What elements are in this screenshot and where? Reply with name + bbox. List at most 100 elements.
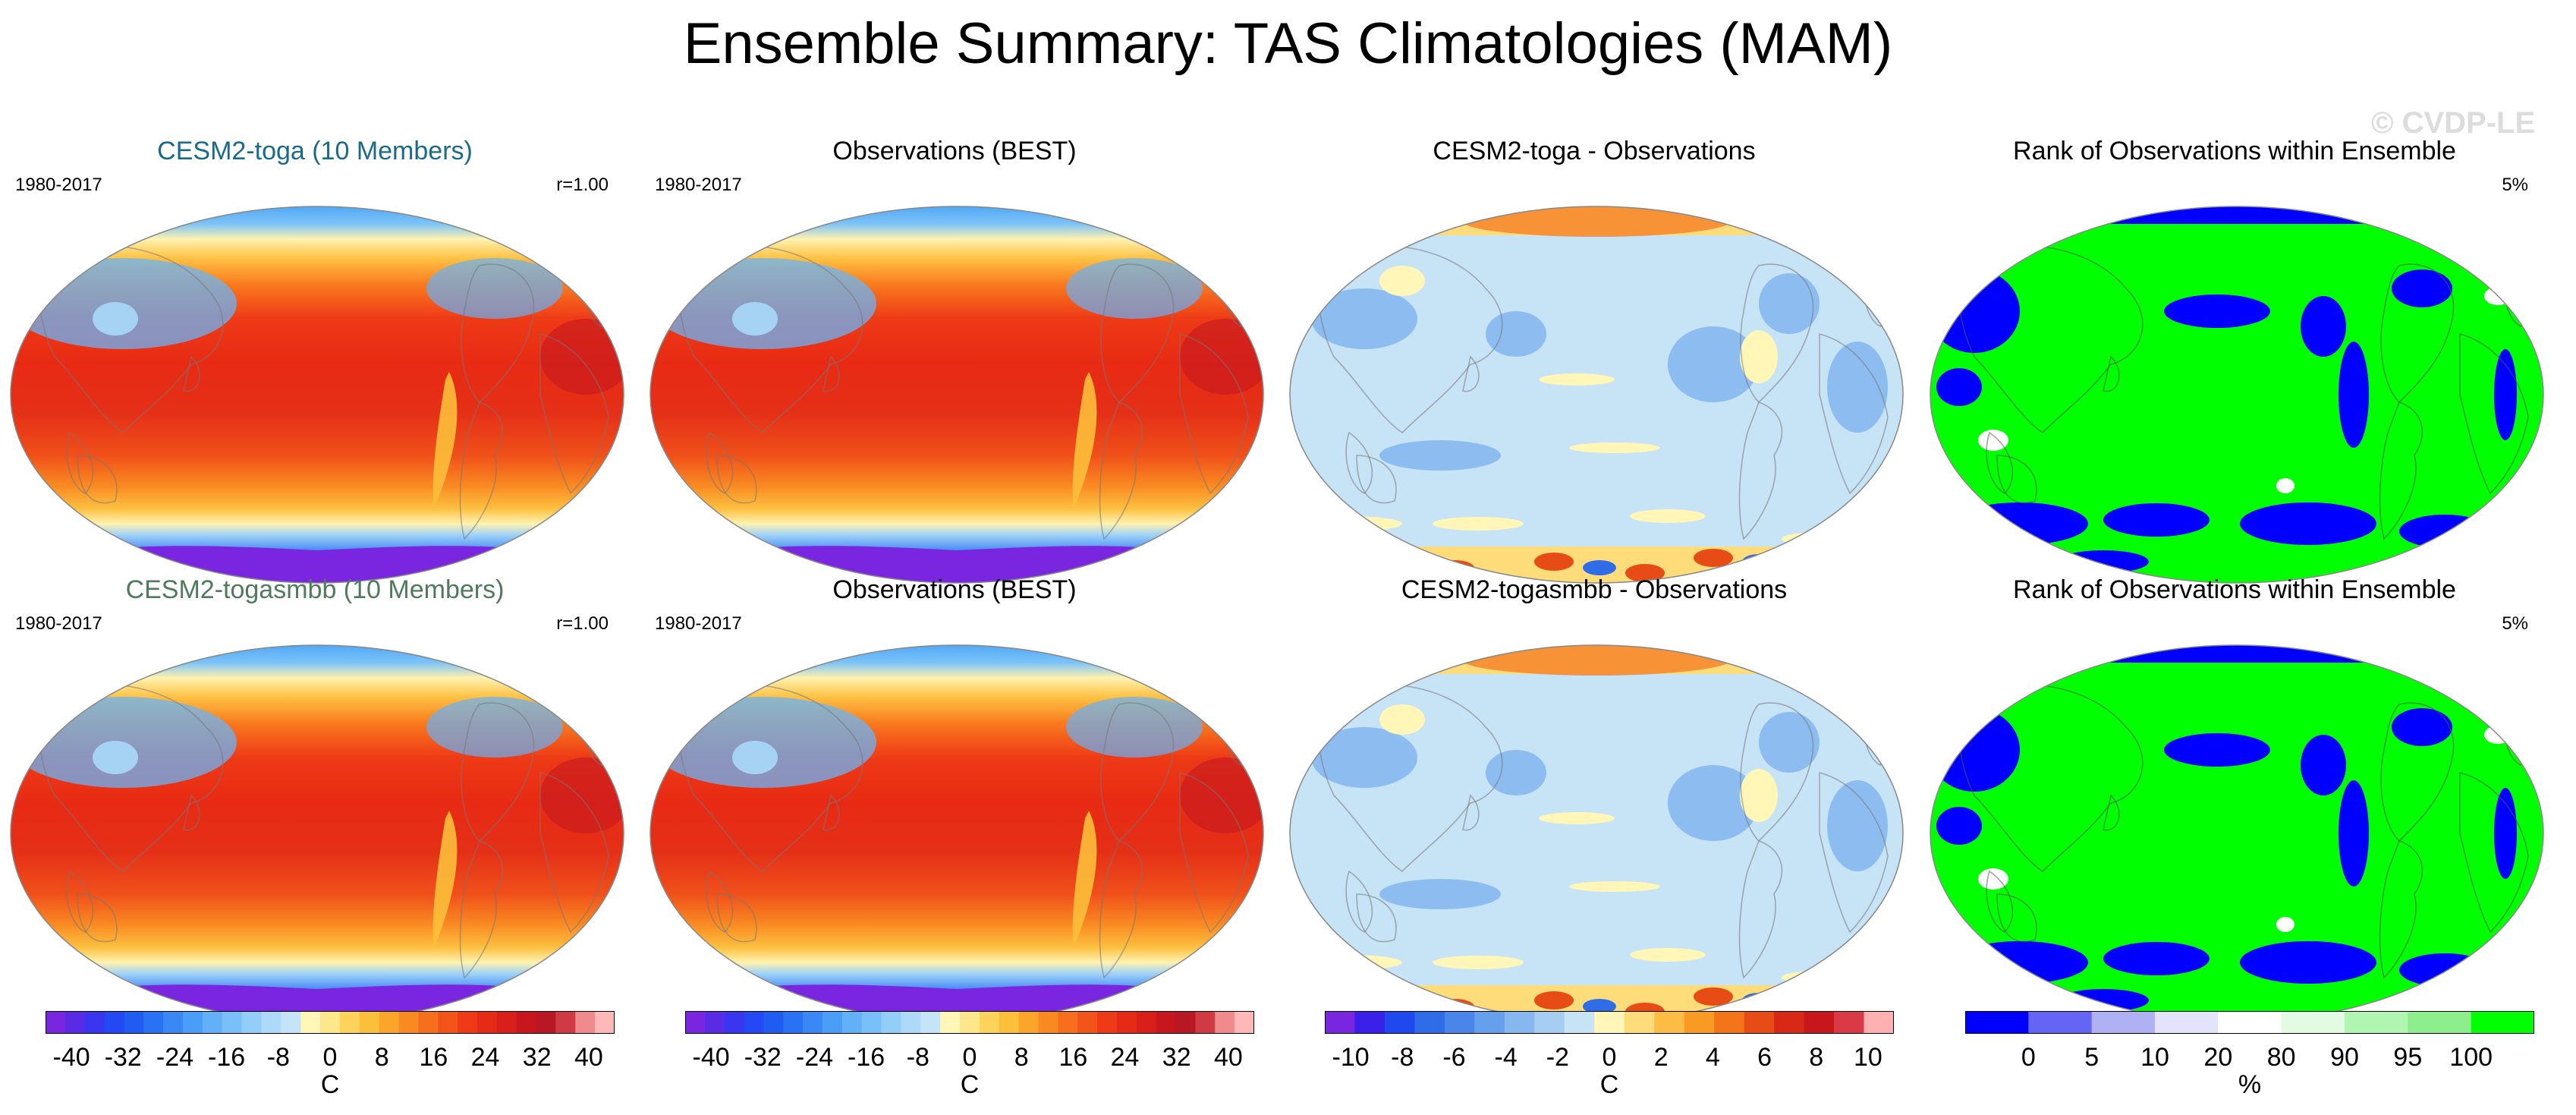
temperature-colorbar-1: -40 -32 -24 -16 -8 0 8 16 24 32 40 C bbox=[46, 1011, 615, 1099]
panel-period: 1980-2017 bbox=[15, 175, 102, 195]
colorbar-tick-label: -40 bbox=[52, 1043, 90, 1072]
colorbar-swatch bbox=[803, 1011, 823, 1034]
colorbar-swatch bbox=[2155, 1011, 2219, 1034]
colorbar-swatch bbox=[1354, 1011, 1386, 1034]
colorbar-tick-label: -16 bbox=[848, 1043, 885, 1072]
colorbar-unit: C bbox=[960, 1070, 980, 1099]
colorbar-swatch bbox=[2408, 1011, 2472, 1034]
difference-map bbox=[1289, 644, 1904, 1022]
colorbar-tick-label: 0 bbox=[322, 1043, 338, 1072]
colorbar-swatch bbox=[1038, 1011, 1058, 1034]
colorbar-swatch bbox=[555, 1011, 576, 1034]
colorbar-swatch bbox=[438, 1011, 458, 1034]
panel-4: Rank of Observations within Ensemble 5% bbox=[1920, 121, 2549, 584]
temperature-colorbar-1-swatches bbox=[46, 1011, 615, 1034]
colorbar-tick-label: 16 bbox=[419, 1043, 448, 1072]
colorbar-tick-label: 5 bbox=[2084, 1043, 2099, 1072]
colorbar-swatch bbox=[222, 1011, 243, 1034]
colorbar-swatch bbox=[1654, 1011, 1685, 1034]
colorbar-swatch bbox=[379, 1011, 400, 1034]
colorbar-swatch bbox=[1018, 1011, 1040, 1034]
colorbar-swatch bbox=[1594, 1011, 1625, 1034]
colorbar-swatch bbox=[163, 1011, 184, 1034]
colorbar-tick-label: 0 bbox=[1602, 1043, 1617, 1072]
panel-title: Observations (BEST) bbox=[832, 137, 1077, 165]
colorbar-unit: C bbox=[1599, 1070, 1619, 1099]
colorbar-swatch bbox=[2218, 1011, 2282, 1034]
colorbar-tick-label: 8 bbox=[374, 1043, 389, 1072]
colorbar-swatch bbox=[536, 1011, 556, 1034]
rank-colorbar: 0 5 10 20 80 90 95 100% bbox=[1965, 1011, 2534, 1099]
colorbar-tick-label: 10 bbox=[2140, 1043, 2169, 1072]
colorbar-swatch bbox=[477, 1011, 498, 1034]
colorbar-swatch bbox=[1714, 1011, 1745, 1034]
panel-title: CESM2-togasmbb - Observations bbox=[1401, 575, 1788, 604]
colorbar-tick-label: 16 bbox=[1058, 1043, 1088, 1072]
colorbar-swatch bbox=[2345, 1011, 2408, 1034]
panel-title: Observations (BEST) bbox=[832, 575, 1077, 604]
colorbar-tick-label: 6 bbox=[1757, 1043, 1772, 1072]
colorbar-tick-label: 100 bbox=[2449, 1043, 2493, 1072]
rank-map bbox=[1930, 206, 2544, 584]
colorbar-swatch bbox=[1444, 1011, 1475, 1034]
colorbar-tick-label: 0 bbox=[2021, 1043, 2036, 1072]
colorbar-swatch bbox=[1414, 1011, 1445, 1034]
colorbar-tick-label: -6 bbox=[1442, 1043, 1466, 1072]
colorbar-tick-label: 0 bbox=[962, 1043, 977, 1072]
colorbar-swatch bbox=[1504, 1011, 1535, 1034]
colorbar-swatch bbox=[261, 1011, 282, 1034]
colorbar-swatch bbox=[1156, 1011, 1177, 1034]
colorbar-swatch bbox=[999, 1011, 1020, 1034]
colorbar-swatch bbox=[1965, 1011, 2029, 1034]
colorbar-tick-label: -10 bbox=[1332, 1043, 1370, 1072]
panel-2: Observations (BEST) 1980-2017 bbox=[640, 121, 1269, 584]
panel-period: 1980-2017 bbox=[15, 613, 102, 634]
colorbar-swatch bbox=[1175, 1011, 1196, 1034]
colorbar-swatch bbox=[143, 1011, 164, 1034]
panel-5: CESM2-togasmbb (10 Members) 1980-2017 r=1.… bbox=[0, 560, 630, 1023]
colorbar-unit: C bbox=[320, 1070, 340, 1099]
colorbar-swatch bbox=[2091, 1011, 2156, 1034]
colorbar-swatch bbox=[1744, 1011, 1775, 1034]
colorbar-swatch bbox=[124, 1011, 144, 1034]
colorbar-unit: % bbox=[2238, 1070, 2262, 1099]
colorbar-tick-label: 10 bbox=[1853, 1043, 1882, 1072]
difference-colorbar-swatches bbox=[1325, 1011, 1894, 1034]
temperature-map bbox=[650, 644, 1264, 1022]
difference-colorbar: -10 -8 -6 -4 -2 0 2 4 6 8 10 C bbox=[1325, 1011, 1894, 1099]
colorbar-swatch bbox=[281, 1011, 301, 1034]
colorbar-tick-label: -8 bbox=[906, 1043, 929, 1072]
colorbar-swatch bbox=[516, 1011, 537, 1034]
colorbar-swatch bbox=[704, 1011, 725, 1034]
difference-map bbox=[1289, 206, 1904, 584]
colorbar-swatch bbox=[595, 1011, 615, 1034]
panel-corner-label: r=1.00 bbox=[556, 613, 609, 634]
colorbar-swatch bbox=[1474, 1011, 1505, 1034]
colorbar-tick-label: -32 bbox=[104, 1043, 142, 1072]
panel-corner-label: r=1.00 bbox=[556, 175, 609, 195]
panel-1: CESM2-toga (10 Members) 1980-2017 r=1.00 bbox=[0, 121, 630, 584]
colorbar-swatch bbox=[300, 1011, 321, 1034]
colorbar-tick-label: -8 bbox=[1391, 1043, 1414, 1072]
colorbar-swatch bbox=[1136, 1011, 1157, 1034]
colorbar-swatch bbox=[744, 1011, 764, 1034]
colorbar-swatch bbox=[1077, 1011, 1098, 1034]
colorbar-swatch bbox=[1195, 1011, 1216, 1034]
colorbar-swatch bbox=[920, 1011, 941, 1034]
colorbar-swatch bbox=[1534, 1011, 1565, 1034]
temperature-map bbox=[10, 644, 624, 1022]
temperature-colorbar-2: -40 -32 -24 -16 -8 0 8 16 24 32 40 C bbox=[685, 1011, 1254, 1099]
colorbar-tick-label: -24 bbox=[795, 1043, 834, 1072]
colorbar-swatch bbox=[183, 1011, 203, 1034]
colorbar-swatch bbox=[1215, 1011, 1235, 1034]
rank-colorbar-swatches bbox=[1965, 1011, 2534, 1034]
colorbar-swatch bbox=[398, 1011, 419, 1034]
temperature-map bbox=[10, 206, 624, 584]
colorbar-swatch bbox=[2471, 1011, 2534, 1034]
panel-corner-label: 5% bbox=[2502, 613, 2528, 634]
colorbar-swatch bbox=[979, 1011, 1000, 1034]
colorbar-tick-label: 20 bbox=[2203, 1043, 2233, 1072]
colorbar-swatch bbox=[763, 1011, 784, 1034]
colorbar-tick-label: 32 bbox=[522, 1043, 552, 1072]
colorbar-swatch bbox=[418, 1011, 439, 1034]
